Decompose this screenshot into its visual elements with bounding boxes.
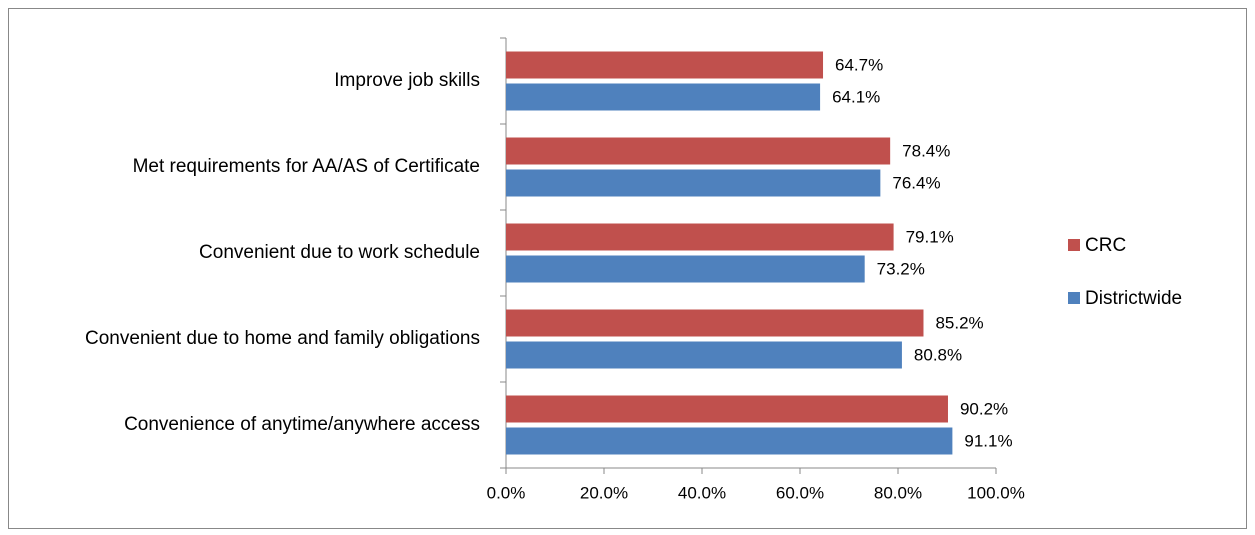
value-label: 76.4% (892, 173, 940, 192)
x-tick-label: 40.0% (678, 483, 726, 502)
category-label-text: Convenient due to home and family obliga… (84, 328, 480, 349)
x-tick-label: 0.0% (487, 483, 526, 502)
value-label: 73.2% (877, 259, 925, 278)
category-label: Convenience of anytime/anywhere access (10, 382, 480, 468)
value-label: 64.1% (832, 87, 880, 106)
bar (506, 169, 881, 197)
x-tick-label: 20.0% (580, 483, 628, 502)
x-tick-label: 80.0% (874, 483, 922, 502)
legend-swatch (1068, 292, 1080, 304)
bar (506, 83, 821, 111)
category-label: Met requirements for AA/AS of Certificat… (10, 124, 480, 210)
bar (506, 395, 948, 423)
category-label: Improve job skills (10, 38, 480, 124)
bar (506, 137, 891, 165)
value-label: 85.2% (935, 313, 983, 332)
value-label: 78.4% (902, 141, 950, 160)
category-label-text: Met requirements for AA/AS of Certificat… (132, 156, 480, 177)
bar (506, 223, 894, 251)
category-label: Convenient due to work schedule (10, 210, 480, 296)
category-label: Convenient due to home and family obliga… (10, 296, 480, 382)
value-label: 91.1% (964, 431, 1012, 450)
bar (506, 427, 953, 455)
category-label-text: Convenience of anytime/anywhere access (124, 414, 480, 435)
x-tick-label: 100.0% (967, 483, 1025, 502)
value-label: 79.1% (906, 227, 954, 246)
bar (506, 51, 824, 79)
category-label-text: Improve job skills (334, 70, 480, 91)
legend-swatch (1068, 239, 1080, 251)
legend-label: CRC (1085, 235, 1126, 256)
category-label-text: Convenient due to work schedule (199, 242, 480, 263)
bar (506, 341, 902, 369)
value-label: 64.7% (835, 55, 883, 74)
value-label: 80.8% (914, 345, 962, 364)
legend-label: Districtwide (1085, 288, 1182, 309)
value-label: 90.2% (960, 399, 1008, 418)
x-tick-label: 60.0% (776, 483, 824, 502)
bar (506, 255, 865, 283)
bar (506, 309, 924, 337)
